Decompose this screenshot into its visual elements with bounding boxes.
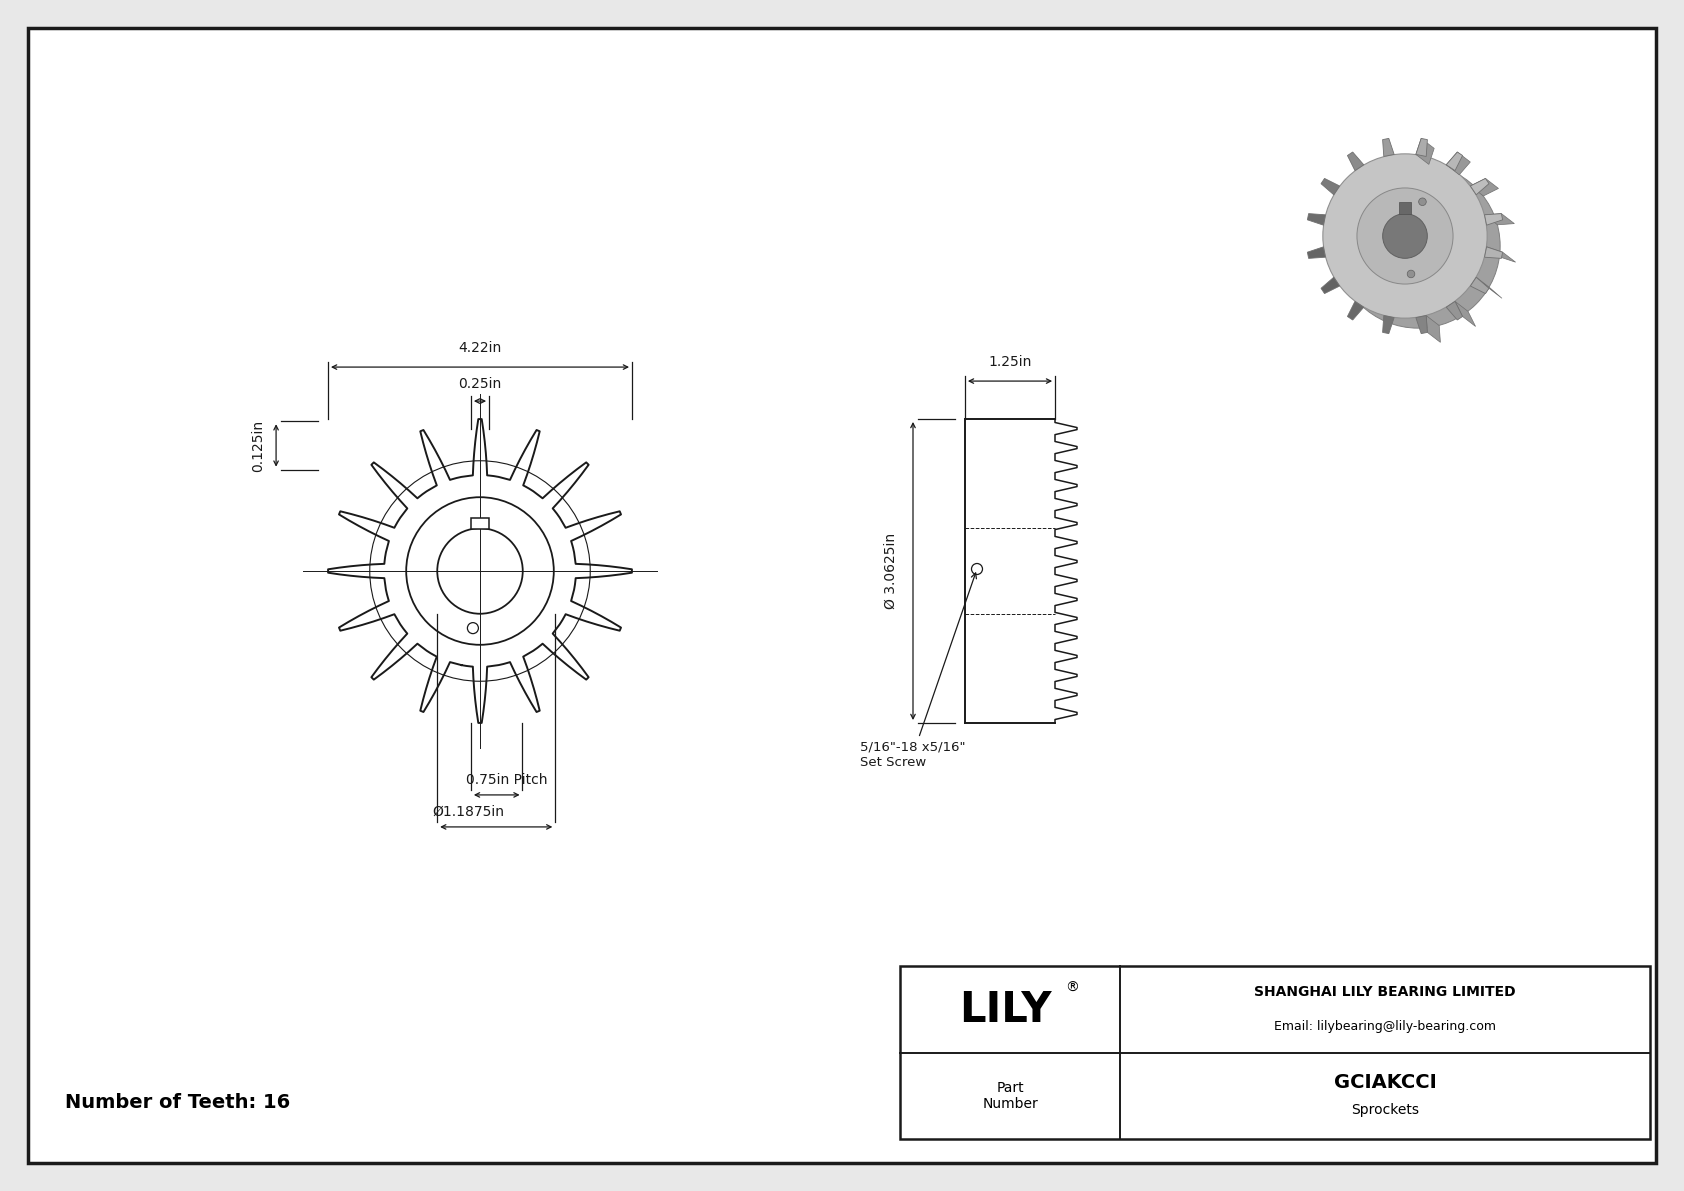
Text: Ø 3.0625in: Ø 3.0625in (884, 532, 898, 609)
Polygon shape (1383, 138, 1394, 156)
Text: 0.75in Pitch: 0.75in Pitch (466, 773, 547, 787)
Polygon shape (1470, 278, 1489, 293)
Polygon shape (1416, 138, 1428, 156)
Circle shape (1408, 270, 1415, 278)
Ellipse shape (1324, 154, 1487, 318)
Polygon shape (1487, 247, 1516, 262)
Text: 0.125in: 0.125in (251, 419, 264, 472)
Text: Part
Number: Part Number (982, 1081, 1037, 1111)
Polygon shape (1347, 152, 1364, 170)
Polygon shape (1347, 301, 1364, 320)
Bar (1399, 201, 1411, 213)
Polygon shape (1485, 213, 1502, 225)
Circle shape (972, 563, 982, 574)
Text: 1.25in: 1.25in (989, 355, 1032, 369)
Ellipse shape (1335, 164, 1500, 329)
Polygon shape (1447, 152, 1470, 175)
Polygon shape (1455, 301, 1475, 326)
Bar (899, 966, 1650, 1139)
Polygon shape (1447, 152, 1463, 170)
Text: SHANGHAI LILY BEARING LIMITED: SHANGHAI LILY BEARING LIMITED (1255, 985, 1516, 999)
Polygon shape (1447, 301, 1463, 320)
Text: Number of Teeth: 16: Number of Teeth: 16 (66, 1093, 290, 1112)
Text: Sprockets: Sprockets (1351, 1103, 1420, 1117)
Circle shape (468, 623, 478, 634)
Bar (472, 518, 488, 529)
Text: ®: ® (1064, 980, 1079, 994)
Text: Ø1.1875in: Ø1.1875in (433, 805, 504, 819)
Text: 4.22in: 4.22in (458, 341, 502, 355)
Polygon shape (1416, 138, 1435, 164)
Ellipse shape (1357, 188, 1453, 283)
Polygon shape (1470, 179, 1499, 197)
Text: LILY: LILY (958, 989, 1051, 1030)
Polygon shape (1485, 247, 1502, 258)
Polygon shape (1307, 213, 1325, 225)
Polygon shape (1477, 278, 1502, 298)
Circle shape (1418, 198, 1426, 206)
Polygon shape (1426, 316, 1440, 342)
Polygon shape (1320, 179, 1340, 195)
Text: 5/16"-18 x5/16"
Set Screw: 5/16"-18 x5/16" Set Screw (861, 573, 977, 769)
Text: Email: lilybearing@lily-bearing.com: Email: lilybearing@lily-bearing.com (1275, 1019, 1495, 1033)
Polygon shape (1470, 179, 1489, 195)
Polygon shape (1485, 213, 1514, 225)
Polygon shape (1383, 316, 1394, 333)
Ellipse shape (1383, 213, 1428, 258)
Polygon shape (1416, 316, 1428, 333)
Polygon shape (1320, 278, 1340, 293)
Text: GCIAKCCI: GCIAKCCI (1334, 1073, 1436, 1091)
Polygon shape (1307, 247, 1325, 258)
Text: 0.25in: 0.25in (458, 378, 502, 391)
